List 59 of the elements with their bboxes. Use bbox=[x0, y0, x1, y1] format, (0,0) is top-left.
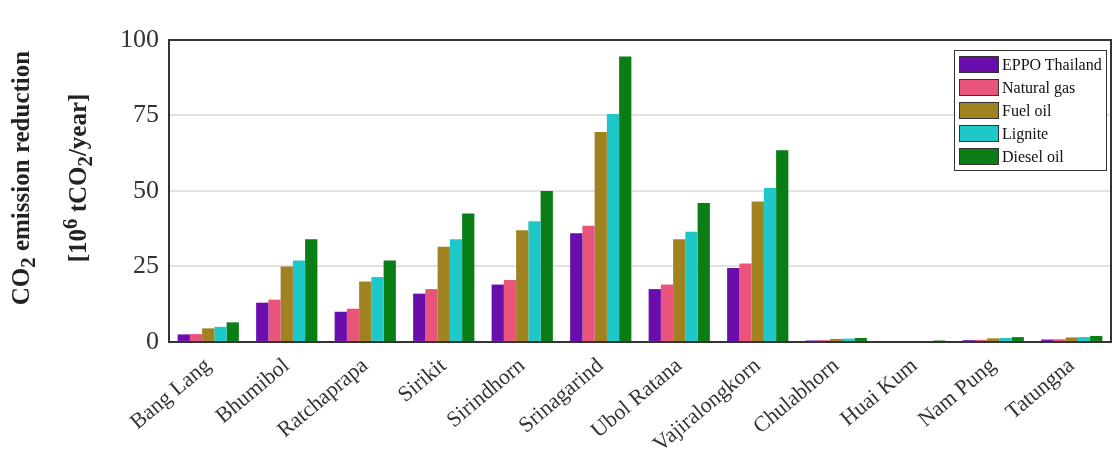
bar bbox=[449, 239, 463, 341]
y-tick-label: 50 bbox=[133, 174, 159, 204]
bar bbox=[425, 289, 438, 341]
bar bbox=[359, 281, 372, 341]
bar bbox=[999, 338, 1012, 341]
bar bbox=[830, 338, 843, 341]
bar bbox=[570, 233, 583, 341]
bar bbox=[1090, 335, 1103, 341]
bar bbox=[1011, 337, 1024, 341]
bar bbox=[776, 150, 789, 341]
bar bbox=[256, 302, 269, 341]
legend-label: Diesel oil bbox=[1002, 147, 1064, 166]
bar bbox=[383, 260, 396, 341]
bar bbox=[516, 230, 529, 341]
bar bbox=[673, 239, 686, 341]
bar bbox=[1065, 337, 1078, 341]
bar bbox=[751, 201, 764, 341]
bar bbox=[987, 338, 1000, 341]
bar bbox=[280, 266, 293, 341]
bar bbox=[842, 338, 855, 341]
bar bbox=[594, 132, 607, 341]
bar bbox=[214, 326, 227, 341]
bar bbox=[727, 267, 740, 341]
bar bbox=[582, 225, 595, 341]
legend-label: Lignite bbox=[1002, 124, 1049, 143]
y-tick-label: 0 bbox=[146, 325, 159, 355]
bar bbox=[606, 113, 620, 341]
bar bbox=[763, 187, 777, 341]
bar bbox=[619, 56, 632, 341]
bar bbox=[189, 334, 203, 341]
y-tick-label: 75 bbox=[133, 99, 159, 129]
bar bbox=[305, 239, 318, 341]
bar bbox=[540, 190, 553, 341]
bar bbox=[226, 322, 239, 341]
bar bbox=[371, 277, 384, 341]
bar bbox=[1077, 337, 1091, 341]
legend-label: EPPO Thailand bbox=[1002, 55, 1102, 74]
bar bbox=[854, 338, 867, 341]
bar bbox=[177, 334, 190, 341]
bar bbox=[202, 328, 215, 341]
y-tick-label: 25 bbox=[133, 250, 159, 280]
bar bbox=[685, 231, 698, 341]
bar bbox=[739, 263, 752, 341]
bar bbox=[268, 299, 281, 341]
bar bbox=[697, 203, 710, 341]
bar bbox=[503, 280, 517, 341]
bar bbox=[437, 246, 450, 341]
bar bbox=[660, 284, 674, 341]
legend-label: Fuel oil bbox=[1002, 101, 1052, 120]
bar bbox=[462, 213, 475, 341]
bar bbox=[292, 260, 306, 341]
bar bbox=[648, 289, 661, 341]
bar bbox=[346, 308, 360, 341]
y-tick-label: 100 bbox=[120, 23, 159, 53]
bar bbox=[491, 284, 504, 341]
bar bbox=[528, 221, 541, 341]
legend-label: Natural gas bbox=[1002, 78, 1076, 97]
bar bbox=[413, 293, 426, 341]
bar bbox=[334, 311, 347, 341]
